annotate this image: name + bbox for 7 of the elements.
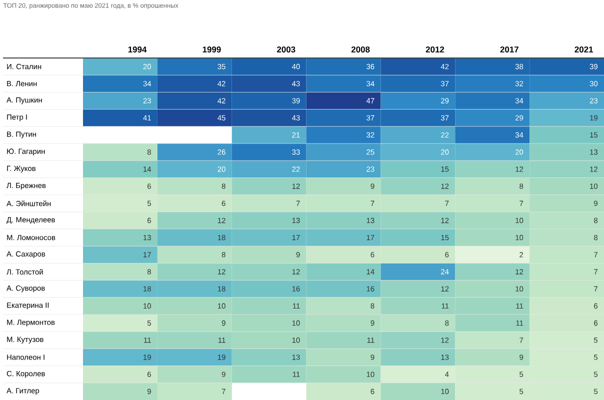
x-tick-label: 2017 bbox=[500, 46, 518, 52]
x-tick-label: 2008 bbox=[351, 46, 370, 52]
x-tick-label: 1999 bbox=[202, 46, 221, 52]
x-tick-label: 1994 bbox=[128, 46, 147, 52]
x-tick-label: 2012 bbox=[426, 46, 444, 52]
x-tick-label: 2021 bbox=[574, 46, 594, 52]
x-tick-label: 2003 bbox=[277, 46, 296, 52]
